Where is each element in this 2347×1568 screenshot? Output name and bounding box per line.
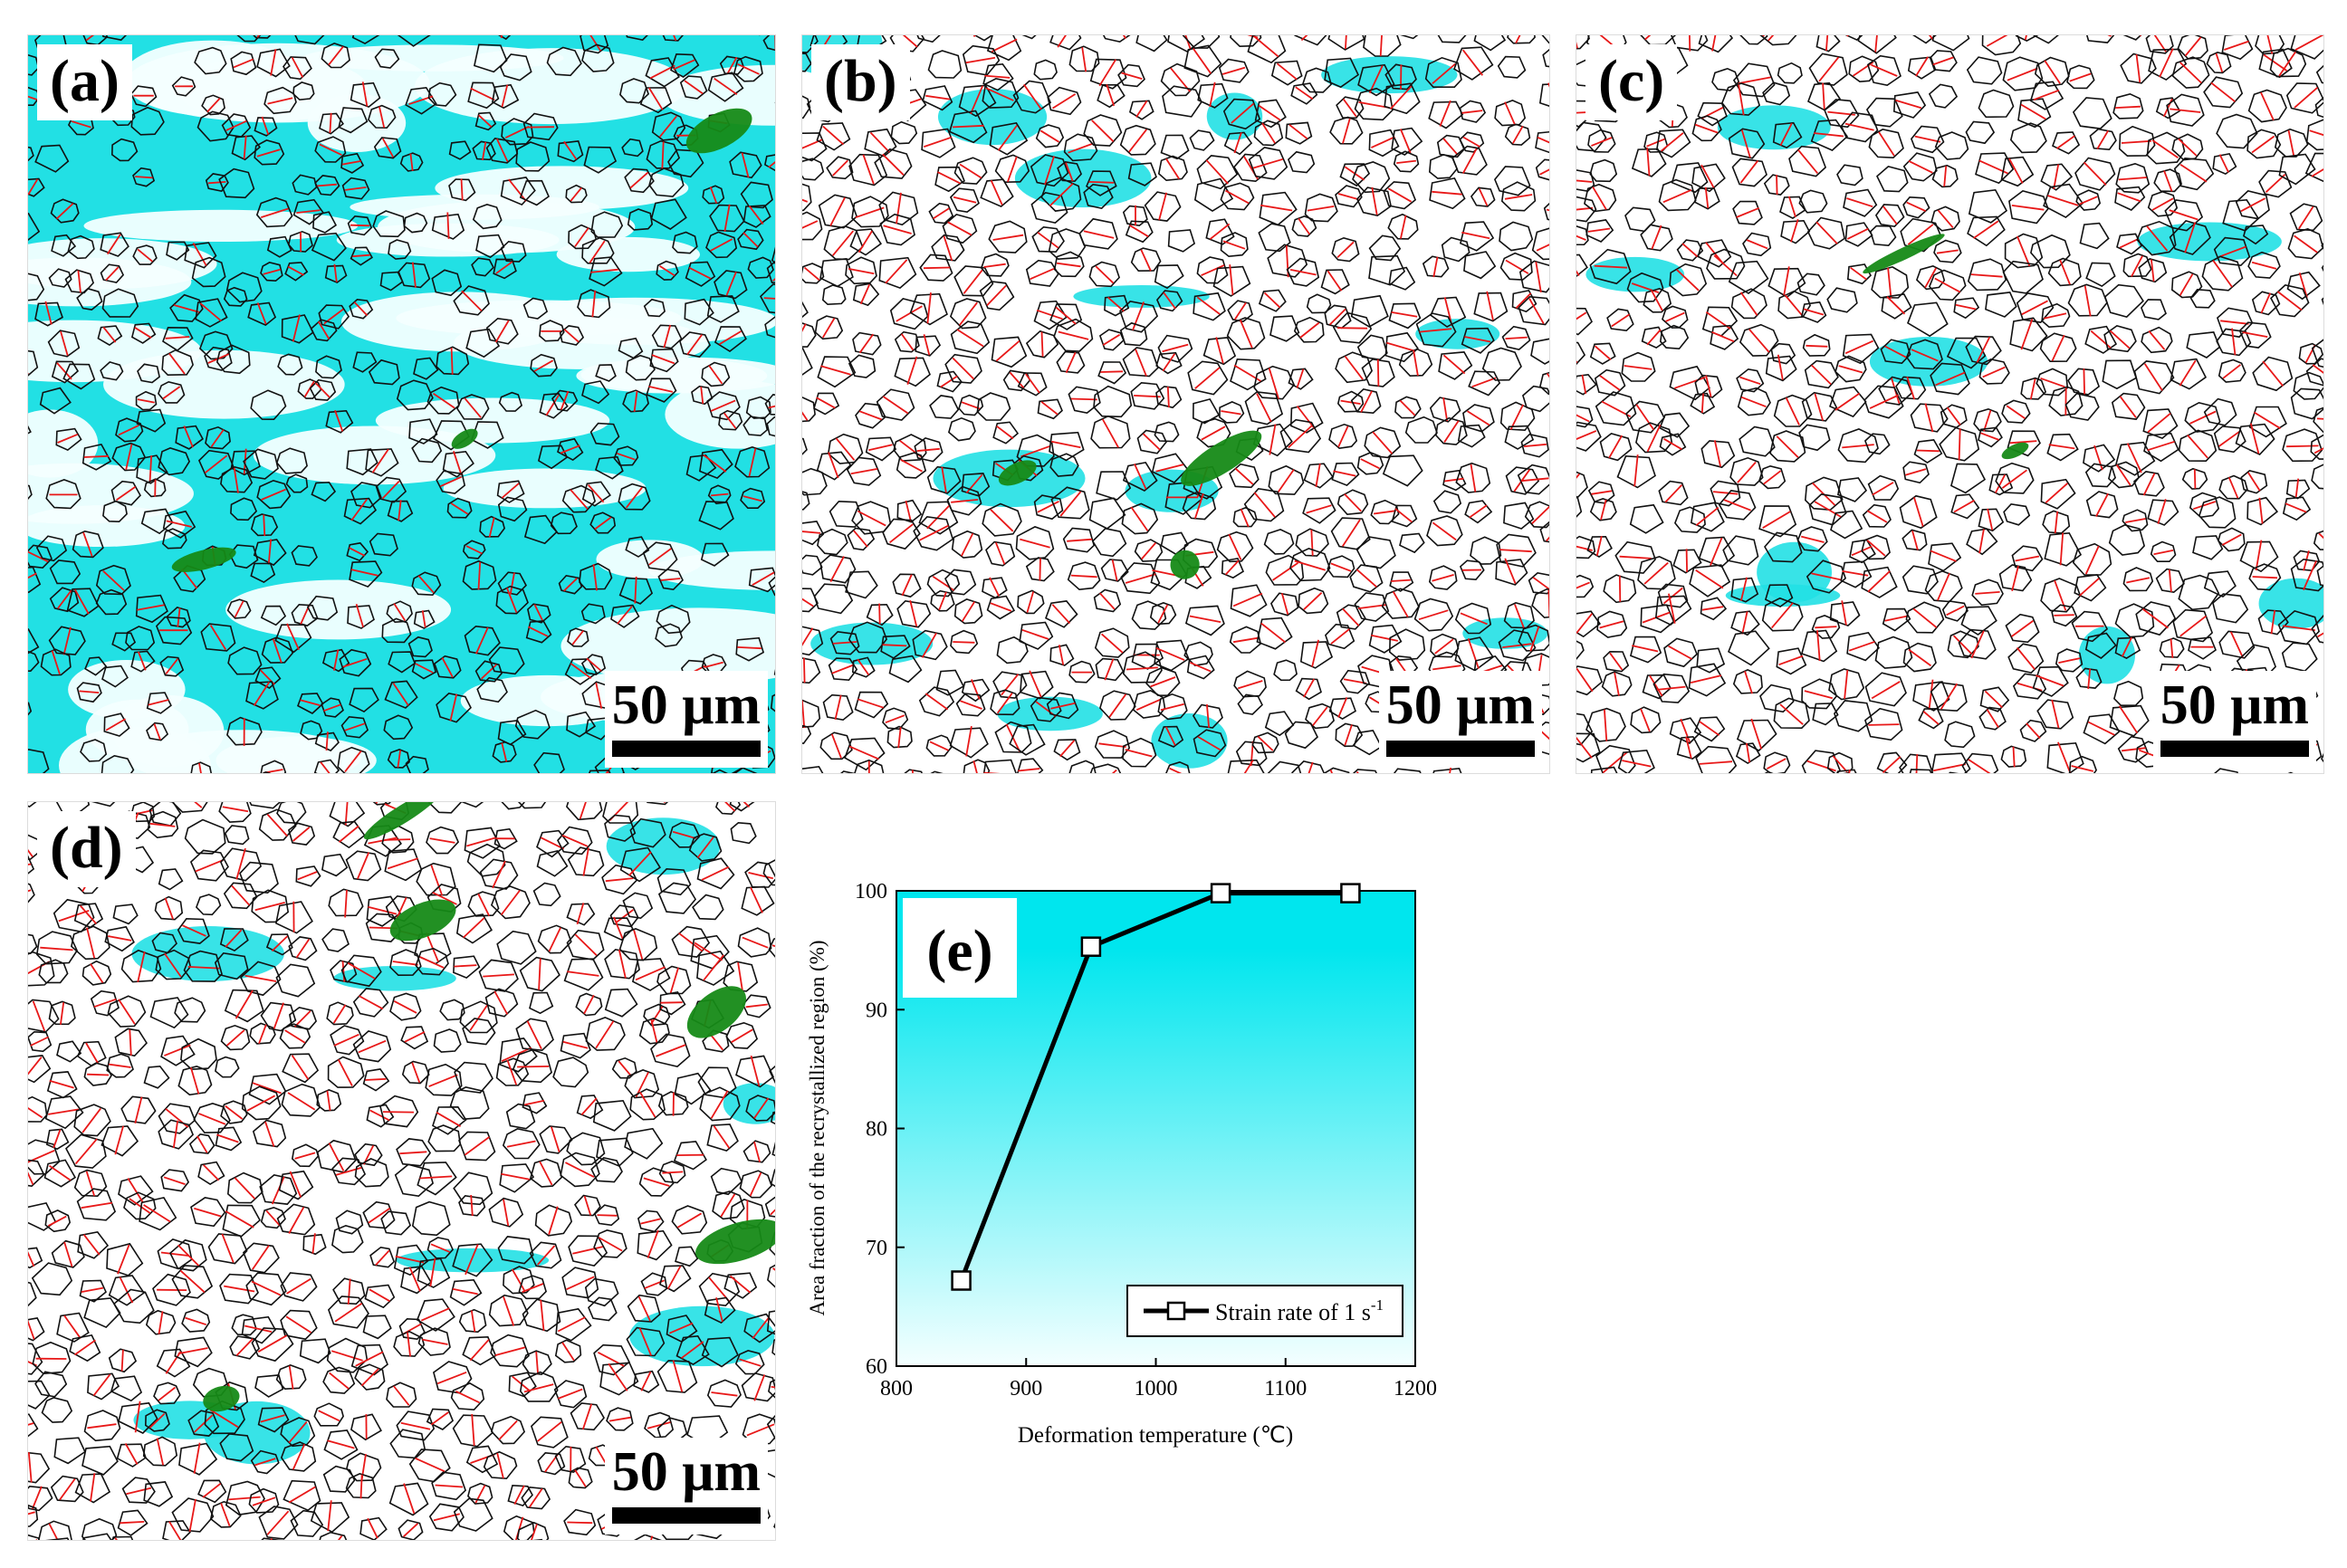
y-tick-label-60: 60 <box>866 1355 887 1379</box>
panel-label-d: (d) <box>37 811 136 887</box>
x-tick-label-1000: 1000 <box>1135 1377 1178 1401</box>
legend-label-superscript: -1 <box>1371 1296 1384 1314</box>
scale-bar-line-b <box>1385 741 1535 757</box>
data-point-950 <box>1080 936 1102 957</box>
panel-label-e: (e) <box>926 918 992 984</box>
data-point-850 <box>951 1270 972 1291</box>
scale-bar-d: 50 μm <box>604 1437 768 1535</box>
y-axis-label: Area fraction of the recrystallized regi… <box>806 940 829 1315</box>
data-point-1050 <box>1210 883 1231 904</box>
x-tick-label-900: 900 <box>1010 1377 1042 1401</box>
micrograph-panel-b: (b) 50 μm <box>801 34 1550 774</box>
ebsd-map-b <box>802 35 1549 773</box>
legend-label-text: Strain rate of 1 s <box>1215 1299 1371 1325</box>
panel-label-c: (c) <box>1585 44 1678 120</box>
scale-bar-text-a: 50 μm <box>611 674 761 736</box>
x-axis-label: Deformation temperature (℃) <box>1018 1423 1293 1448</box>
scale-bar-line-a <box>611 741 761 757</box>
axis-ticks: 800 900 1000 1100 1200 60 70 80 90 100 <box>855 880 1437 1401</box>
panel-label-b: (b) <box>811 44 910 120</box>
y-tick-label-80: 80 <box>866 1118 887 1142</box>
legend-marker <box>1166 1301 1186 1321</box>
scale-bar-text-d: 50 μm <box>611 1440 761 1503</box>
ebsd-map-c <box>1576 35 2323 773</box>
scale-bar-c: 50 μm <box>2152 670 2316 768</box>
scale-bar-line-c <box>2160 741 2309 757</box>
ebsd-map-a <box>28 35 775 773</box>
marker-layer <box>951 883 1361 1291</box>
scale-bar-text-c: 50 μm <box>2160 674 2309 736</box>
micrograph-panel-c: (c) 50 μm <box>1576 34 2324 774</box>
legend: Strain rate of 1 s-1 <box>1126 1285 1403 1337</box>
scale-bar-b: 50 μm <box>1378 670 1542 768</box>
micrograph-panel-a: (a) 50 μm <box>27 34 776 774</box>
panel-label-e-bg <box>903 898 1017 998</box>
ebsd-map-d <box>28 802 775 1540</box>
x-tick-label-800: 800 <box>880 1377 913 1401</box>
y-tick-label-100: 100 <box>855 880 887 904</box>
x-tick-label-1200: 1200 <box>1394 1377 1437 1401</box>
micrograph-panel-d: (d) 50 μm <box>27 801 776 1541</box>
series-line <box>959 891 1351 1282</box>
scale-bar-text-b: 50 μm <box>1385 674 1535 736</box>
y-tick-label-70: 70 <box>866 1237 887 1260</box>
recrystallization-chart: 800 900 1000 1100 1200 60 70 80 90 100 (e) Strain… <box>806 880 1437 1448</box>
data-point-1150 <box>1340 883 1361 904</box>
legend-label: Strain rate of 1 s-1 <box>1215 1296 1384 1325</box>
x-tick-label-1100: 1100 <box>1264 1377 1307 1401</box>
scale-bar-line-d <box>611 1507 761 1524</box>
y-tick-label-90: 90 <box>866 999 887 1022</box>
panel-label-a: (a) <box>37 44 132 120</box>
series-layer <box>959 891 1351 1282</box>
scale-bar-a: 50 μm <box>604 670 768 768</box>
